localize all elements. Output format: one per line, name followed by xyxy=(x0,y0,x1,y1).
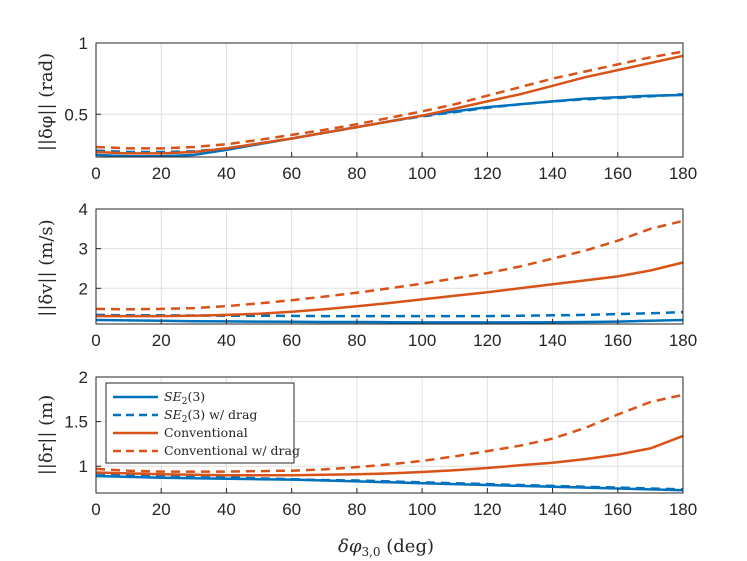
y-tick-label: 1 xyxy=(79,457,88,476)
y-tick-label: 1 xyxy=(79,34,88,53)
series-layer xyxy=(95,50,684,158)
series-line-conventional xyxy=(96,261,684,318)
tick-labels: 0 20 40 60 80 100 120 140 160 180 2 3 4 xyxy=(79,200,698,350)
x-tick-label: 180 xyxy=(669,500,697,519)
x-tick-label: 100 xyxy=(408,164,436,183)
x-tick-label: 120 xyxy=(473,331,501,350)
x-tick-label: 0 xyxy=(91,500,100,519)
x-tick-label: 40 xyxy=(217,500,236,519)
series-line-se2-3- xyxy=(95,318,684,324)
series-line-conventional xyxy=(95,434,684,477)
x-tick-label: 100 xyxy=(408,331,436,350)
axes-frame xyxy=(95,208,684,325)
y-tick-label: 2 xyxy=(79,368,88,387)
series-line-se2-3-w-drag xyxy=(95,472,684,491)
panel-velocity-error: 0 20 40 60 80 100 120 140 160 180 2 3 4 ||δv|| (m/s) xyxy=(36,200,697,350)
x-tick-label: 160 xyxy=(604,331,632,350)
x-tick-label: 20 xyxy=(152,500,171,519)
legend-label-se23-drag: SE2(3) w/ drag xyxy=(164,407,257,425)
x-tick-label: 80 xyxy=(347,331,366,350)
x-tick-label: 0 xyxy=(91,164,100,183)
x-tick-label: 180 xyxy=(669,331,697,350)
x-tick-label: 160 xyxy=(604,500,632,519)
grid xyxy=(96,43,683,157)
y-tick-label: 0.5 xyxy=(64,105,88,124)
tick-labels: 0 20 40 60 80 100 120 140 160 180 0.5 1 xyxy=(64,34,697,183)
legend-label-conventional-drag: Conventional w/ drag xyxy=(164,443,300,458)
series-line-conventional-w-drag xyxy=(95,50,684,150)
x-tick-label: 60 xyxy=(282,500,301,519)
x-tick-label: 120 xyxy=(473,500,501,519)
y-tick-label: 2 xyxy=(79,279,88,298)
x-tick-label: 140 xyxy=(538,164,566,183)
panel-orientation-error: 0 20 40 60 80 100 120 140 160 180 0.5 1 ||δφ|| (rad… xyxy=(36,34,697,183)
x-tick-label: 80 xyxy=(347,500,366,519)
tick-labels: 0 20 40 60 80 100 120 140 160 180 1 1.5 2 xyxy=(64,368,697,519)
series-line-conventional-w-drag xyxy=(95,393,684,473)
x-tick-label: 180 xyxy=(669,164,697,183)
legend-label-conventional: Conventional xyxy=(164,425,248,440)
y-tick-label: 3 xyxy=(79,240,88,259)
x-tick-label: 40 xyxy=(217,164,236,183)
x-tick-label: 20 xyxy=(152,164,171,183)
legend-label-se23: SE2(3) xyxy=(164,389,205,407)
y-axis-label: ||δr|| (m) xyxy=(36,395,57,476)
series-line-conventional-w-drag xyxy=(95,219,684,311)
panel-position-error: 0 20 40 60 80 100 120 140 160 180 1 1.5 2 ||δr|| (m)… xyxy=(36,368,697,519)
x-tick-label: 100 xyxy=(408,500,436,519)
x-tick-label: 40 xyxy=(217,331,236,350)
y-axis-label: ||δv|| (m/s) xyxy=(36,219,57,316)
x-axis-label: δφ3,0 (deg) xyxy=(338,536,434,559)
x-tick-label: 80 xyxy=(347,164,366,183)
x-tick-label: 160 xyxy=(604,164,632,183)
y-tick-label: 4 xyxy=(79,200,88,219)
axes-frame xyxy=(95,376,684,494)
x-tick-label: 60 xyxy=(282,164,301,183)
x-tick-label: 120 xyxy=(473,164,501,183)
x-tick-label: 0 xyxy=(91,331,100,350)
legend: SE2(3) SE2(3) w/ drag Conventional Conve… xyxy=(105,382,300,464)
grid xyxy=(96,209,683,324)
axes-frame xyxy=(95,42,684,158)
series-layer xyxy=(95,393,684,492)
x-tick-label: 140 xyxy=(538,500,566,519)
x-tick-label: 20 xyxy=(152,331,171,350)
x-tick-label: 60 xyxy=(282,331,301,350)
series-line-conventional xyxy=(95,54,684,155)
y-axis-label: ||δφ|| (rad) xyxy=(36,53,57,151)
series-layer xyxy=(95,219,684,324)
y-tick-label: 1.5 xyxy=(64,413,88,432)
x-tick-label: 140 xyxy=(538,331,566,350)
